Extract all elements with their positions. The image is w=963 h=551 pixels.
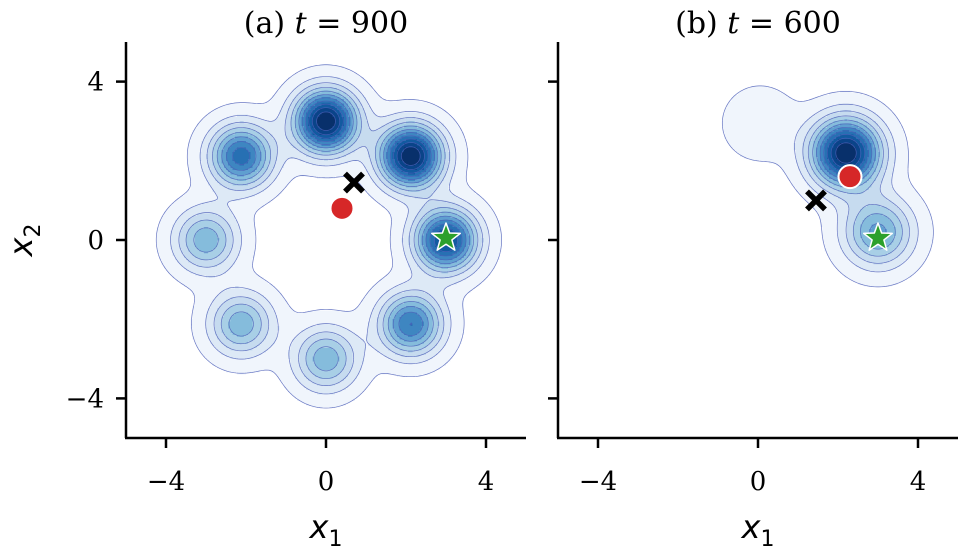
contour-line-5 [221, 94, 471, 342]
xtick-label-0: −4 [147, 467, 185, 497]
contour-line-7 [232, 100, 463, 326]
contour-line-2 [802, 110, 910, 264]
contour-line-10 [835, 142, 857, 164]
xtick-label-2: 4 [478, 467, 495, 497]
panel-b-markers [805, 164, 894, 251]
ytick-label-1: 0 [87, 226, 104, 256]
panel-b-ticks: −4 0 4 [548, 80, 927, 497]
panel-a-ticks: −4 0 4 −4 0 4 [66, 68, 495, 497]
xtick-label-0: −4 [579, 467, 617, 497]
contour-line-4 [193, 90, 474, 372]
panel-b-contours [721, 85, 934, 288]
panel-a-title: (a) t = 900 [244, 6, 408, 41]
star-marker [430, 222, 462, 251]
cross-marker [805, 189, 827, 212]
contour-line-3 [185, 86, 479, 379]
panel-b-title: (b) t = 600 [675, 6, 841, 41]
panel-a-ylabel: x2 [2, 224, 46, 258]
contour-line-0 [155, 64, 502, 409]
ytick-label-2: 4 [87, 68, 104, 98]
contour-line-10 [316, 111, 421, 166]
panel-a-xlabel: x1 [309, 508, 343, 551]
xtick-label-2: 4 [910, 467, 927, 497]
xtick-label-1: 0 [318, 467, 335, 497]
cross-marker [343, 171, 365, 194]
xtick-label-1: 0 [750, 467, 767, 497]
circle-marker [837, 164, 863, 190]
circle-marker [329, 195, 355, 221]
panel-a-contours [155, 64, 502, 409]
contour-band-10 [317, 112, 420, 166]
panel-a-markers [329, 171, 462, 251]
contour-line-4 [812, 119, 896, 250]
panel-b: (b) t = 600 −4 0 4 x1 [548, 6, 958, 551]
contour-band-10 [835, 143, 856, 164]
contour-line-1 [170, 76, 490, 395]
contour-line-3 [807, 115, 903, 257]
contour-line-1 [794, 103, 919, 273]
panel-b-xlabel: x1 [741, 508, 775, 551]
contour-line-2 [178, 82, 484, 387]
star-marker [862, 222, 894, 251]
panel-a: (a) t = 900 −4 0 4 −4 0 4 x1 x2 [2, 6, 526, 551]
contour-line-6 [226, 97, 467, 337]
ytick-label-0: −4 [66, 384, 104, 414]
contour-line-0 [721, 85, 934, 288]
